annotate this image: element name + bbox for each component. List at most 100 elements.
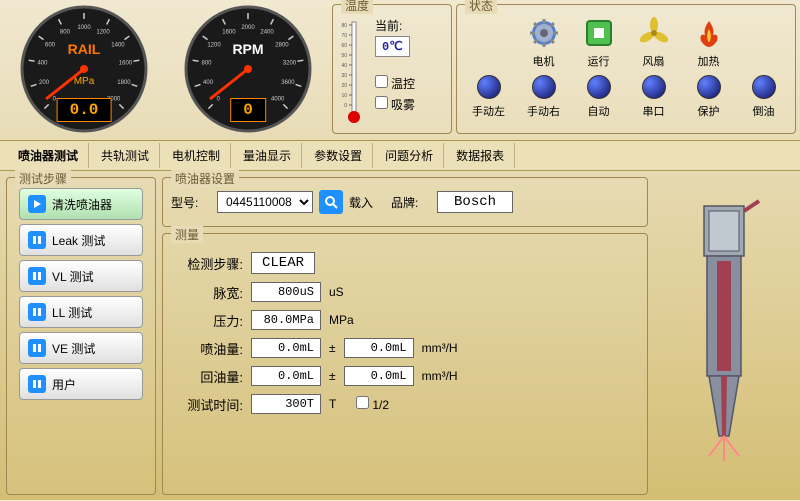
status-panel: 状态 电机运行风扇加热手动左手动右自动串口保护倒油 bbox=[456, 4, 796, 134]
status-title: 状态 bbox=[465, 0, 497, 14]
orb-icon bbox=[695, 73, 723, 101]
model-select[interactable]: 0445110008 bbox=[217, 191, 313, 213]
orb-icon bbox=[640, 73, 668, 101]
status-orb-手动左[interactable]: 手动左 bbox=[463, 73, 514, 119]
fan-icon bbox=[636, 15, 672, 51]
rail-unit: MPa bbox=[74, 76, 95, 87]
tab-2[interactable]: 电机控制 bbox=[162, 143, 231, 168]
svg-text:1600: 1600 bbox=[222, 30, 236, 36]
thermometer-icon: 80706050403020100 bbox=[339, 17, 369, 127]
load-button[interactable] bbox=[319, 190, 343, 214]
status-gear[interactable]: 电机 bbox=[518, 15, 569, 69]
tab-3[interactable]: 量油显示 bbox=[233, 143, 302, 168]
return-v1-input[interactable] bbox=[251, 366, 321, 386]
brand-value: Bosch bbox=[437, 191, 513, 213]
svg-text:10: 10 bbox=[341, 93, 347, 99]
svg-text:1800: 1800 bbox=[117, 80, 131, 86]
steps-title: 测试步骤 bbox=[15, 170, 71, 187]
step-2[interactable]: VL 测试 bbox=[19, 260, 143, 292]
svg-text:1400: 1400 bbox=[111, 42, 125, 48]
svg-text:400: 400 bbox=[203, 80, 214, 86]
svg-text:60: 60 bbox=[341, 43, 347, 49]
half-checkbox[interactable]: 1/2 bbox=[356, 396, 389, 412]
time-input[interactable] bbox=[251, 394, 321, 414]
step-1[interactable]: Leak 测试 bbox=[19, 224, 143, 256]
svg-text:30: 30 bbox=[341, 73, 347, 79]
tab-1[interactable]: 共轨测试 bbox=[91, 143, 160, 168]
injector-diagram bbox=[654, 177, 794, 495]
run-icon bbox=[581, 15, 617, 51]
rail-value: 0.0 bbox=[57, 98, 112, 122]
tab-4[interactable]: 参数设置 bbox=[304, 143, 373, 168]
status-fan[interactable]: 风扇 bbox=[628, 15, 679, 69]
temp-ctl-checkbox[interactable]: 温控 bbox=[375, 75, 445, 92]
mist-checkbox[interactable]: 吸雾 bbox=[375, 96, 445, 113]
status-fire[interactable]: 加热 bbox=[683, 15, 734, 69]
pulse-input[interactable] bbox=[251, 282, 321, 302]
step-5[interactable]: 用户 bbox=[19, 368, 143, 400]
svg-text:50: 50 bbox=[341, 53, 347, 59]
model-label: 型号: bbox=[171, 194, 211, 211]
status-orb-保护[interactable]: 保护 bbox=[683, 73, 734, 119]
detect-step-value: CLEAR bbox=[251, 252, 315, 274]
gear-icon bbox=[526, 15, 562, 51]
svg-text:3600: 3600 bbox=[281, 80, 295, 86]
temp-current-value: 0℃ bbox=[375, 36, 410, 57]
orb-icon bbox=[750, 73, 778, 101]
rpm-value: 0 bbox=[230, 98, 266, 122]
measure-title: 测量 bbox=[171, 226, 203, 243]
svg-text:200: 200 bbox=[39, 80, 50, 86]
step-3[interactable]: LL 测试 bbox=[19, 296, 143, 328]
svg-text:3200: 3200 bbox=[283, 60, 297, 66]
status-orb-手动右[interactable]: 手动右 bbox=[518, 73, 569, 119]
svg-text:400: 400 bbox=[38, 60, 49, 66]
svg-text:1000: 1000 bbox=[77, 25, 91, 31]
temperature-panel: 温度 80706050403020100 当前: 0℃ 温控 吸雾 bbox=[332, 4, 452, 134]
injector-config-panel: 喷油器设置 型号: 0445110008 载入 品牌: Bosch bbox=[162, 177, 648, 227]
pause-icon bbox=[28, 303, 46, 321]
status-orb-串口[interactable]: 串口 bbox=[628, 73, 679, 119]
pause-icon bbox=[28, 375, 46, 393]
measure-panel: 测量 检测步骤:CLEAR 脉宽:uS 压力:MPa 喷油量:±mm³/H 回油… bbox=[162, 233, 648, 495]
search-icon bbox=[324, 195, 338, 209]
svg-text:0: 0 bbox=[344, 103, 347, 109]
test-steps-panel: 测试步骤 清洗喷油器Leak 测试VL 测试LL 测试VE 测试用户 bbox=[6, 177, 156, 495]
rail-gauge: 0200400600800100012001400160018002000 RA… bbox=[4, 4, 164, 134]
svg-text:800: 800 bbox=[202, 60, 213, 66]
svg-text:2400: 2400 bbox=[260, 30, 274, 36]
status-run[interactable]: 运行 bbox=[573, 15, 624, 69]
svg-text:80: 80 bbox=[341, 23, 347, 29]
orb-icon bbox=[530, 73, 558, 101]
svg-text:2000: 2000 bbox=[241, 25, 255, 31]
rpm-title: RPM bbox=[232, 41, 263, 57]
svg-text:40: 40 bbox=[341, 63, 347, 69]
tab-bar: 喷油器测试共轨测试电机控制量油显示参数设置问题分析数据报表 bbox=[0, 140, 800, 171]
svg-text:1200: 1200 bbox=[96, 30, 110, 36]
rpm-gauge: 040080012001600200024002800320036004000 … bbox=[168, 4, 328, 134]
fire-icon bbox=[691, 15, 727, 51]
temp-title: 温度 bbox=[341, 0, 373, 14]
inject-v2-input[interactable] bbox=[344, 338, 414, 358]
play-icon bbox=[28, 195, 46, 213]
tab-5[interactable]: 问题分析 bbox=[375, 143, 444, 168]
step-4[interactable]: VE 测试 bbox=[19, 332, 143, 364]
pressure-input[interactable] bbox=[251, 310, 321, 330]
svg-text:2800: 2800 bbox=[275, 42, 289, 48]
tab-0[interactable]: 喷油器测试 bbox=[8, 143, 89, 168]
brand-label: 品牌: bbox=[391, 194, 431, 211]
tab-6[interactable]: 数据报表 bbox=[446, 143, 515, 168]
load-label: 载入 bbox=[349, 194, 373, 211]
status-orb-倒油[interactable]: 倒油 bbox=[738, 73, 789, 119]
svg-text:4000: 4000 bbox=[271, 97, 285, 103]
svg-text:1200: 1200 bbox=[207, 42, 221, 48]
pause-icon bbox=[28, 339, 46, 357]
step-0[interactable]: 清洗喷油器 bbox=[19, 188, 143, 220]
status-orb-自动[interactable]: 自动 bbox=[573, 73, 624, 119]
svg-text:1600: 1600 bbox=[119, 60, 133, 66]
pause-icon bbox=[28, 231, 46, 249]
temp-current-label: 当前: bbox=[375, 17, 445, 34]
svg-text:600: 600 bbox=[45, 42, 56, 48]
orb-icon bbox=[585, 73, 613, 101]
inject-v1-input[interactable] bbox=[251, 338, 321, 358]
return-v2-input[interactable] bbox=[344, 366, 414, 386]
